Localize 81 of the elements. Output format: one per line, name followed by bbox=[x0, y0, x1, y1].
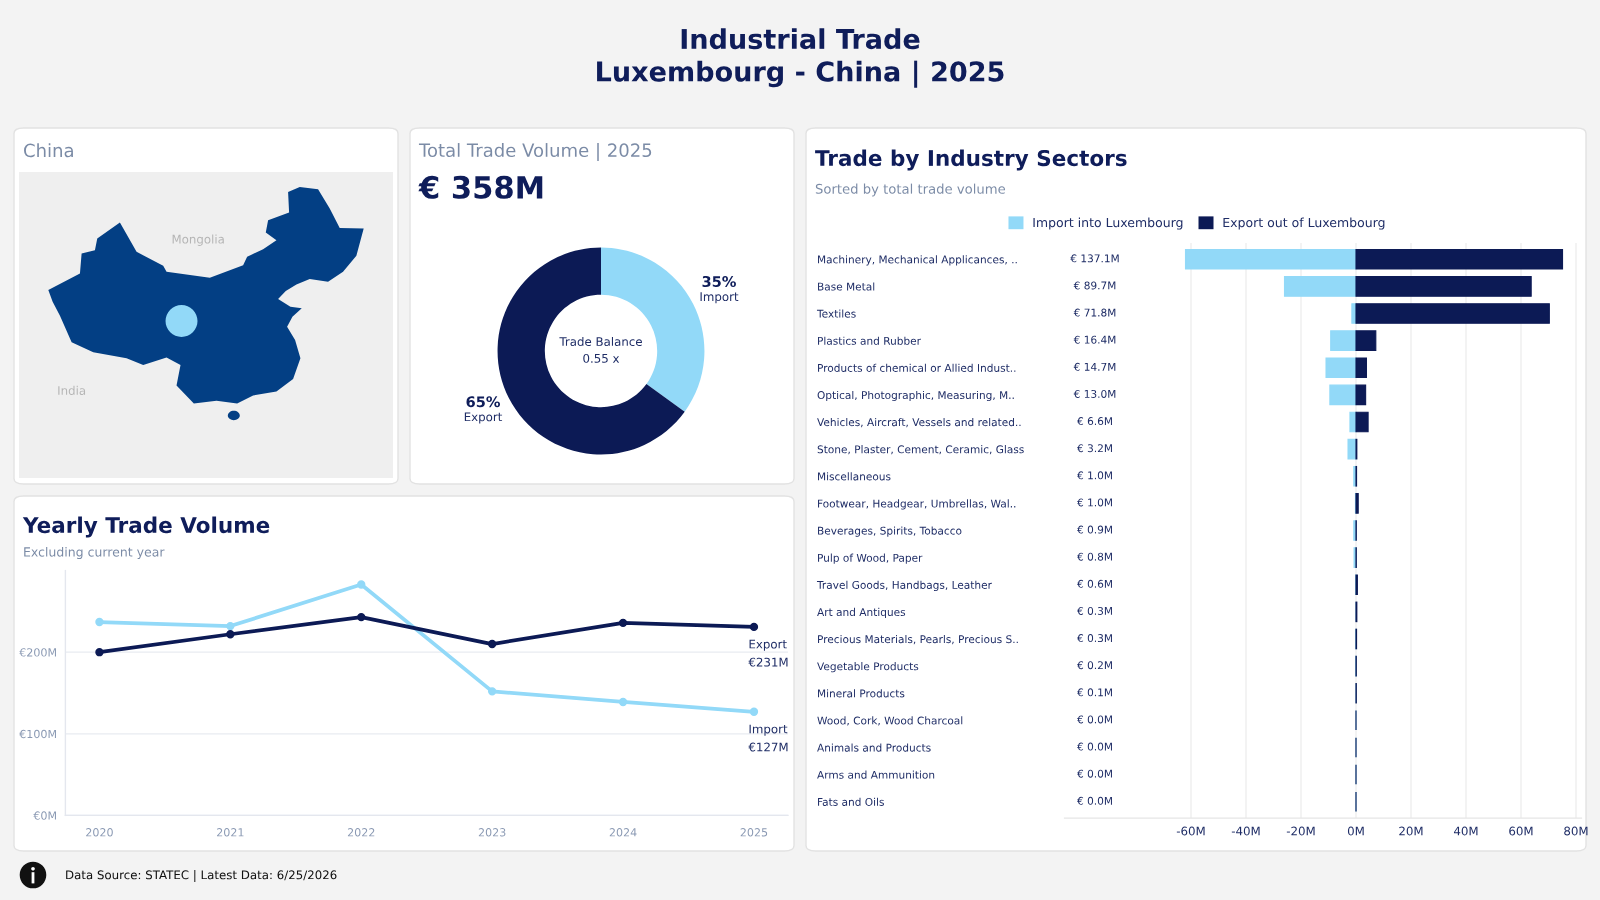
annotation: € 14.7M bbox=[1073, 362, 1116, 371]
chart-title: Total Trade Volume | 2025 bbox=[418, 142, 652, 162]
legend-label: Export out of Luxembourg bbox=[1223, 217, 1385, 230]
chart-subtitle: Excluding current year bbox=[24, 546, 165, 560]
text: Sorted by total trade volume bbox=[815, 183, 1006, 197]
y-tick-label: Fats and Oils bbox=[818, 797, 884, 806]
annotation: € 137.1M bbox=[1070, 254, 1119, 263]
y-tick-label: Vegetable Products bbox=[817, 662, 919, 673]
data-label: 35% bbox=[702, 275, 736, 288]
x-tick-label: 80M bbox=[1564, 826, 1588, 836]
slice-label: Export bbox=[464, 412, 503, 424]
annotation: € 6.6M bbox=[1077, 417, 1112, 426]
y-tick-label: €0M bbox=[33, 811, 56, 820]
x-tick-label: 20M bbox=[1399, 826, 1423, 836]
text: India bbox=[58, 385, 86, 395]
y-tick-label: Plastics and Rubber bbox=[818, 336, 921, 345]
y-tick-label: Vehicles, Aircraft, Vessels and related.. bbox=[817, 418, 1021, 428]
y-tick-label: Pulp of Wood, Paper bbox=[818, 553, 923, 564]
annotation: € 13.0M bbox=[1073, 389, 1116, 398]
x-tick-label: -20M bbox=[1286, 826, 1315, 836]
chart-title: Yearly Trade Volume bbox=[22, 516, 270, 538]
source-note: Data Source: STATEC | Latest Data: 6/25/2026 bbox=[66, 870, 337, 882]
y-tick-label: Animals and Products bbox=[817, 743, 931, 752]
annotation: € 89.7M bbox=[1073, 281, 1116, 290]
y-tick-label: Machinery, Mechanical Applicances, .. bbox=[818, 255, 1017, 266]
y-tick-label: Stone, Plaster, Cement, Ceramic, Glass bbox=[817, 445, 1024, 455]
annotation: € 0.8M bbox=[1077, 552, 1112, 561]
series-label: Export bbox=[749, 639, 787, 651]
text: China bbox=[24, 143, 73, 158]
y-tick-label: Optical, Photographic, Measuring, M.. bbox=[817, 390, 1014, 402]
y-tick-label: Footwear, Headgear, Umbrellas, Wal.. bbox=[818, 499, 1016, 510]
chart-title: Trade by Industry Sectors bbox=[815, 149, 1127, 171]
annotation: € 0.0M bbox=[1077, 715, 1112, 724]
annotation: € 0.0M bbox=[1077, 796, 1112, 805]
y-tick-label: €200M bbox=[19, 648, 56, 657]
annotation: € 16.4M bbox=[1073, 335, 1116, 344]
x-tick-label: 2024 bbox=[609, 828, 637, 837]
y-tick-label: Wood, Cork, Wood Charcoal bbox=[817, 716, 963, 726]
y-tick-label: Arms and Ammunition bbox=[817, 770, 935, 779]
annotation: € 0.0M bbox=[1077, 742, 1112, 751]
y-tick-label: Products of chemical or Allied Indust.. bbox=[818, 363, 1016, 372]
annotation: € 0.3M bbox=[1077, 606, 1112, 615]
annotation: € 0.1M bbox=[1077, 688, 1112, 697]
y-tick-label: Travel Goods, Handbags, Leather bbox=[816, 580, 992, 591]
y-tick-label: Textiles bbox=[816, 309, 856, 318]
x-tick-label: 2020 bbox=[86, 828, 113, 837]
annotation: € 0.2M bbox=[1077, 661, 1112, 670]
y-tick-label: €100M bbox=[19, 729, 56, 739]
annotation: € 3.2M bbox=[1077, 444, 1112, 453]
text: Industrial Trade Luxembourg - China | 2025 bbox=[597, 28, 1004, 88]
y-tick-label: Art and Antiques bbox=[817, 607, 906, 619]
text: Trade Balance 0.55 x bbox=[559, 336, 642, 363]
x-tick-label: 40M bbox=[1453, 826, 1478, 836]
chart-subtitle: € 358M bbox=[418, 175, 543, 199]
data-label: €127M bbox=[748, 742, 788, 752]
x-tick-label: 2023 bbox=[478, 828, 506, 837]
annotation: € 1.0M bbox=[1077, 471, 1112, 480]
annotation: € 0.6M bbox=[1077, 579, 1112, 588]
y-tick-label: Miscellaneous bbox=[818, 472, 891, 481]
x-tick-label: 60M bbox=[1509, 826, 1533, 836]
annotation: € 0.3M bbox=[1077, 634, 1112, 643]
slice-label: Import bbox=[700, 292, 739, 304]
x-tick-label: 2025 bbox=[740, 828, 768, 837]
annotation: € 71.8M bbox=[1073, 308, 1116, 317]
annotation: € 1.0M bbox=[1077, 498, 1112, 507]
x-tick-label: -60M bbox=[1176, 826, 1205, 836]
x-tick-label: 2021 bbox=[217, 828, 244, 837]
legend-label: Import into Luxembourg bbox=[1033, 217, 1183, 230]
y-tick-label: Precious Materials, Pearls, Precious S.. bbox=[818, 634, 1018, 645]
x-tick-label: 2022 bbox=[347, 828, 375, 837]
y-tick-label: Mineral Products bbox=[818, 689, 905, 698]
series-label: Import bbox=[749, 724, 788, 736]
y-tick-label: Base Metal bbox=[818, 282, 875, 291]
y-tick-label: Beverages, Spirits, Tobacco bbox=[818, 526, 962, 537]
text: Mongolia bbox=[172, 234, 224, 246]
annotation: € 0.9M bbox=[1077, 525, 1112, 534]
x-tick-label: 0M bbox=[1347, 826, 1364, 836]
data-label: €231M bbox=[748, 657, 788, 667]
data-label: 65% bbox=[466, 396, 501, 408]
x-tick-label: -40M bbox=[1231, 826, 1260, 836]
annotation: € 0.0M bbox=[1077, 769, 1112, 778]
